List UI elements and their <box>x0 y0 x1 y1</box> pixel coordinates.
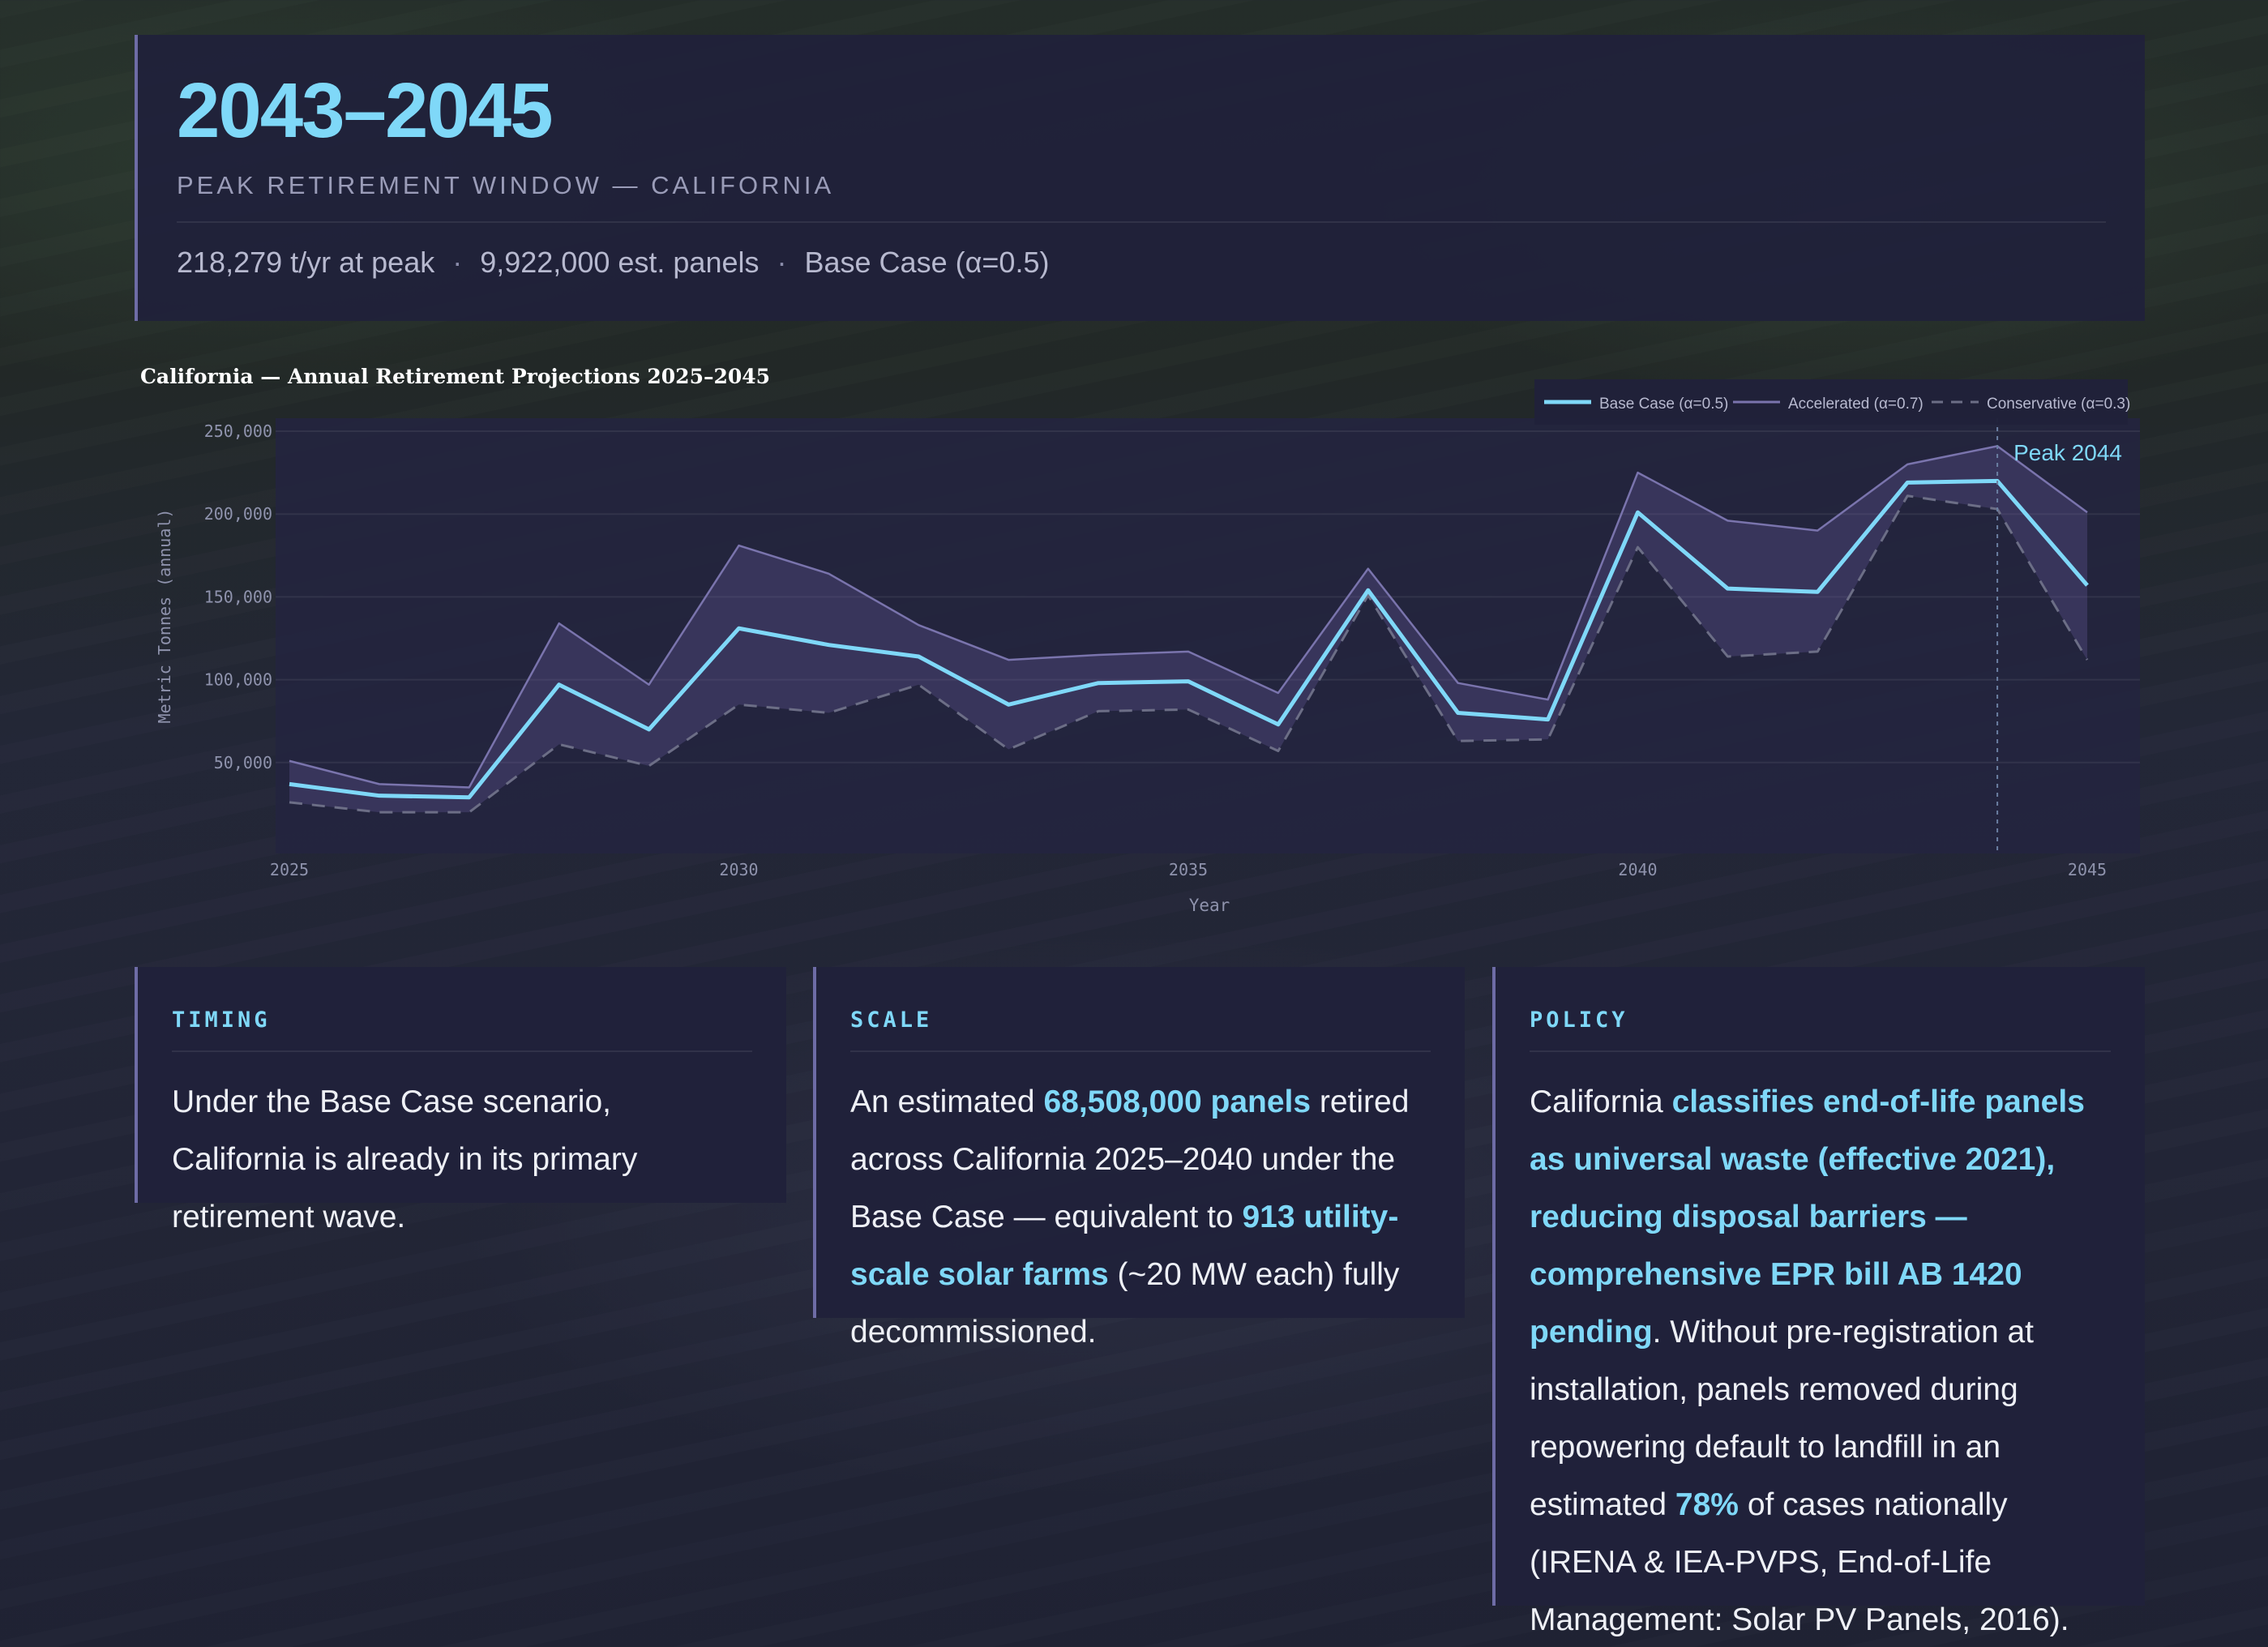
body-text: California <box>1530 1084 1672 1119</box>
body-text: . Without pre-registration at installati… <box>1530 1315 2035 1522</box>
highlighted-text: 913 utility-scale solar farms <box>850 1200 1399 1292</box>
x-axis-label: Year <box>1189 896 1230 915</box>
y-tick-label: 200,000 <box>204 504 272 524</box>
body-text: (~20 MW each) fully decommissioned. <box>850 1257 1400 1350</box>
y-tick-label: 250,000 <box>204 421 272 441</box>
body-text: An estimated <box>850 1084 1044 1119</box>
plot-area <box>276 418 2140 853</box>
legend-box <box>1534 379 2128 425</box>
y-axis: 50,000 100,000 150,000 200,000 250,000 <box>204 421 272 772</box>
conservative-line <box>289 494 2089 814</box>
y-axis-label: Metric Tonnes (annual) <box>155 509 174 724</box>
x-tick-label: 2025 <box>270 860 309 879</box>
timing-heading: TIMING <box>172 967 752 1052</box>
policy-body: California classifies end-of-life panels… <box>1530 1073 2111 1647</box>
scale-heading: SCALE <box>850 967 1431 1052</box>
chart-legend: Base Case (α=0.5) Accelerated (α=0.7) Cons… <box>1534 379 2130 425</box>
peak-window-panel: 2043–2045 PEAK RETIREMENT WINDOW — CALIF… <box>135 35 2145 321</box>
divider <box>177 221 2106 223</box>
peak-window-subtitle: PEAK RETIREMENT WINDOW — CALIFORNIA <box>177 171 835 199</box>
peak-label: Peak 2044 <box>2013 440 2122 465</box>
stat-separator: · <box>777 246 787 279</box>
peak-stats: 218,279 t/yr at peak · 9,922,000 est. pa… <box>177 246 2106 280</box>
x-tick-label: 2030 <box>719 860 758 879</box>
peak-window-title: 2043–2045 <box>177 67 554 154</box>
timing-body: Under the Base Case scenario, California… <box>172 1073 752 1246</box>
peak-annotation: Peak 2044 <box>1996 418 2122 853</box>
scale-body: An estimated 68,508,000 panels retired a… <box>850 1073 1431 1361</box>
timing-card: TIMING Under the Base Case scenario, Cal… <box>135 967 786 1234</box>
policy-heading: POLICY <box>1530 967 2111 1052</box>
scenario-band <box>289 446 2087 813</box>
scenario-range-fill <box>289 446 2087 813</box>
series-lines <box>289 445 2089 814</box>
x-axis: 2025 2030 2035 2040 2045 <box>270 860 2107 879</box>
legend-label: Conservative (α=0.3) <box>1987 396 2130 413</box>
base-case-line <box>289 478 2089 800</box>
x-tick-label: 2040 <box>1618 860 1657 879</box>
policy-card: POLICY California classifies end-of-life… <box>1492 967 2145 1637</box>
scale-card: SCALE An estimated 68,508,000 panels ret… <box>813 967 1465 1350</box>
y-tick-label: 50,000 <box>214 753 272 772</box>
stat-separator: · <box>452 246 463 279</box>
body-text: of cases nationally (IRENA & IEA-PVPS, E… <box>1530 1487 2069 1637</box>
highlighted-text: 68,508,000 panels <box>1043 1084 1312 1119</box>
panel-count-stat: 9,922,000 est. panels <box>480 246 760 279</box>
legend-label: Base Case (α=0.5) <box>1599 396 1728 413</box>
body-text: retired across California 2025–2040 unde… <box>850 1084 1410 1234</box>
peak-tonnage-stat: 218,279 t/yr at peak <box>177 246 435 279</box>
chart-title: California — Annual Retirement Projectio… <box>140 365 771 388</box>
grid-lines <box>276 430 2140 764</box>
y-tick-label: 100,000 <box>204 670 272 690</box>
body-text: Under the Base Case scenario, California… <box>172 1084 638 1234</box>
scenario-stat: Base Case (α=0.5) <box>804 246 1050 279</box>
highlighted-text: classifies end-of-life panels as univers… <box>1530 1084 2085 1350</box>
highlighted-text: 78% <box>1675 1487 1739 1522</box>
legend-label: Accelerated (α=0.7) <box>1788 396 1924 413</box>
y-tick-label: 150,000 <box>204 587 272 606</box>
x-tick-label: 2045 <box>2068 860 2107 879</box>
x-tick-label: 2035 <box>1169 860 1208 879</box>
accelerated-line <box>289 445 2088 789</box>
